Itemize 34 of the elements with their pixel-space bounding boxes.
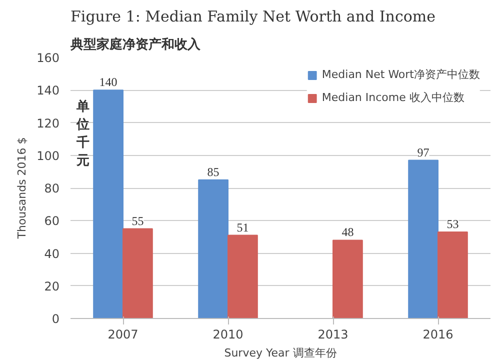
bar (228, 234, 258, 318)
annotation: 单位千元 (76, 98, 90, 168)
data-label: 53 (446, 217, 459, 232)
data-label: 85 (207, 164, 220, 179)
bar (332, 240, 363, 318)
x-tick-label: 2010 (212, 328, 244, 342)
legend-label: Median Income 收入中位数 (322, 90, 464, 105)
legend-label: Median Net Wort净资产中位数 (322, 67, 480, 82)
x-axis-title: Survey Year 调查年份 (224, 346, 337, 360)
bar (438, 232, 468, 318)
data-label: 48 (342, 225, 354, 240)
x-tick-label: 2007 (108, 328, 138, 342)
y-tick-label: 100 (36, 148, 60, 163)
bar (198, 179, 228, 318)
y-tick-label: 80 (44, 182, 60, 196)
y-tick-label: 0 (52, 312, 60, 326)
data-label: 140 (99, 75, 118, 90)
x-tick-label: 2013 (318, 328, 348, 342)
data-label: 51 (236, 220, 249, 234)
data-label: 97 (417, 145, 430, 160)
x-tick-label: 2016 (422, 328, 454, 342)
chart-subtitle: 典型家庭净资产和收入 (70, 36, 202, 52)
y-tick-label: 140 (36, 84, 60, 98)
bar (122, 228, 153, 318)
y-tick-label: 160 (36, 51, 60, 65)
y-tick-label: 60 (44, 214, 60, 228)
y-tick-label: 20 (44, 279, 60, 294)
chart-title: Figure 1: Median Family Net Worth and Income (70, 8, 436, 26)
bar (408, 160, 438, 318)
y-tick-label: 120 (36, 116, 60, 130)
y-tick-label: 40 (44, 246, 60, 261)
y-axis-title: Thousands 2016 $ (16, 137, 29, 240)
data-label: 55 (132, 214, 144, 228)
bar (93, 90, 124, 318)
